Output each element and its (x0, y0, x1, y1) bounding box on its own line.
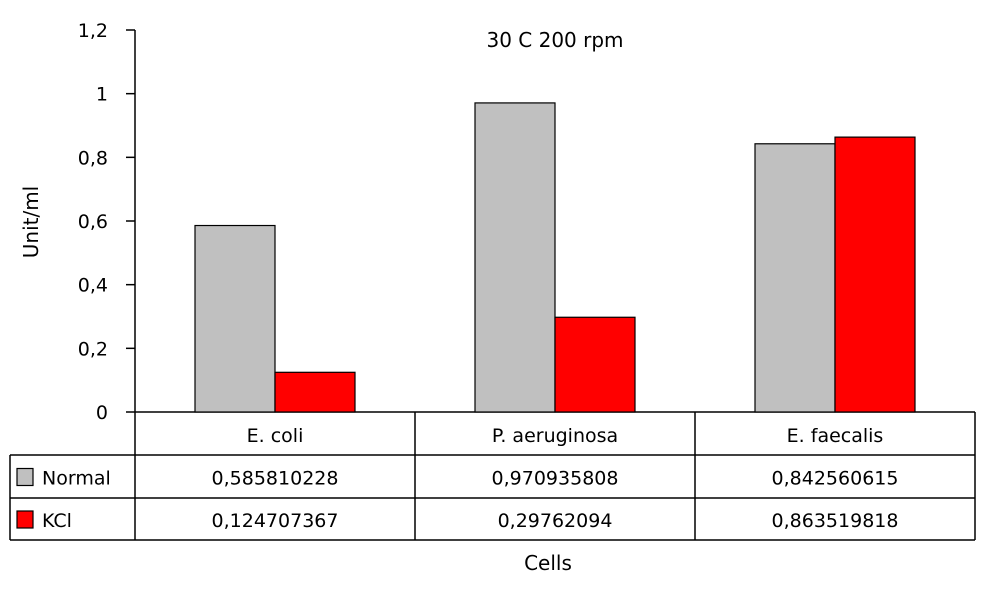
legend-label: KCl (42, 510, 72, 532)
table-value: 0,863519818 (772, 510, 899, 532)
legend-swatch-kcl (16, 510, 34, 529)
legend-swatch-normal (16, 467, 34, 487)
y-tick-label: 0 (96, 402, 108, 424)
y-tick-label: 0,6 (78, 211, 108, 233)
table-value: 0,585810228 (212, 468, 339, 490)
category-label: E. coli (247, 425, 304, 447)
y-tick-label: 1,2 (78, 20, 108, 42)
category-label: P. aeruginosa (492, 425, 618, 447)
category-label: E. faecalis (787, 425, 884, 447)
bar-normal-0 (194, 224, 276, 413)
legend-label: Normal (42, 468, 111, 490)
bar-kcl-2 (834, 136, 916, 413)
chart-title: 30 C 200 rpm (486, 28, 623, 52)
bar-normal-2 (754, 143, 836, 413)
y-axis-label: Unit/ml (19, 186, 43, 259)
x-axis-label: Cells (524, 551, 572, 575)
y-tick-label: 0,4 (78, 275, 108, 297)
bar-kcl-1 (554, 316, 636, 413)
table-value: 0,842560615 (772, 468, 899, 490)
table-value: 0,124707367 (212, 510, 339, 532)
bar-kcl-0 (274, 371, 356, 413)
table-value: 0,970935808 (492, 468, 619, 490)
y-tick-label: 0,2 (78, 338, 108, 360)
bar-normal-1 (474, 102, 556, 413)
table-value: 0,29762094 (498, 510, 613, 532)
y-tick-label: 1 (96, 84, 108, 106)
y-tick-label: 0,8 (78, 147, 108, 169)
